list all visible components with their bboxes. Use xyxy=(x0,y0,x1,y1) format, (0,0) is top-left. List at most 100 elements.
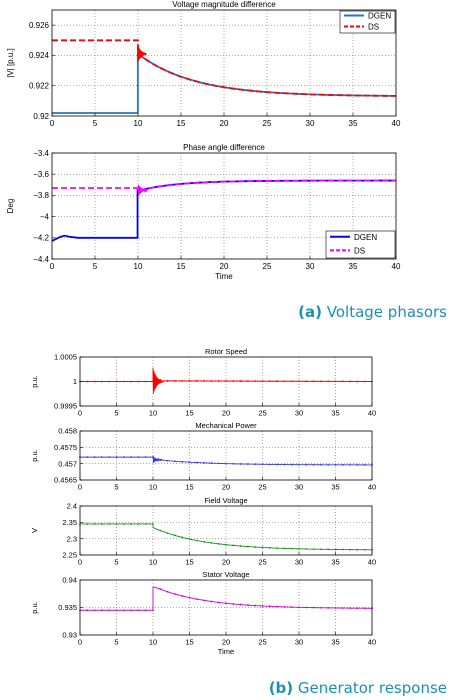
x-tick-label: 35 xyxy=(331,558,339,567)
series-marker xyxy=(101,380,103,383)
x-tick-label: 25 xyxy=(263,262,272,271)
x-tick-label: 30 xyxy=(306,119,315,128)
series-marker xyxy=(130,523,133,525)
series-marker xyxy=(217,462,220,465)
x-tick-label: 30 xyxy=(295,638,303,647)
series-marker xyxy=(115,456,118,459)
series-marker xyxy=(130,456,133,459)
series-marker xyxy=(210,380,213,382)
series-marker xyxy=(247,380,249,382)
series-marker xyxy=(312,606,315,609)
x-tick-label: 10 xyxy=(149,483,157,492)
series-marker xyxy=(93,380,96,383)
series-marker xyxy=(174,593,176,595)
series-marker xyxy=(210,542,213,544)
x-tick-label: 30 xyxy=(295,558,303,567)
series-marker xyxy=(137,456,140,459)
x-tick-label: 25 xyxy=(263,119,272,128)
series-marker xyxy=(254,380,257,383)
series-marker xyxy=(195,461,198,464)
x-tick-label: 20 xyxy=(222,558,230,567)
series-marker xyxy=(349,548,351,551)
series-marker xyxy=(341,548,344,551)
y-tick-label: 2.4 xyxy=(67,502,77,511)
series-marker xyxy=(254,604,257,607)
series-marker xyxy=(203,461,206,464)
y-tick-label: 1.0005 xyxy=(54,353,77,362)
series-marker xyxy=(225,380,227,382)
series-marker xyxy=(305,380,308,383)
series-marker xyxy=(195,380,198,382)
series-marker xyxy=(261,605,264,607)
series-marker xyxy=(247,545,249,548)
x-tick-label: 20 xyxy=(222,483,230,492)
chart-3: 0 5 10 15 20 25 30 35 40 0.9995 1 1.0005 Rotor Speed… xyxy=(30,347,376,418)
series-marker xyxy=(144,380,147,383)
y-tick-label: −4.4 xyxy=(33,255,49,264)
series-marker xyxy=(86,609,89,612)
series-marker xyxy=(93,456,96,459)
series-marker xyxy=(298,547,300,550)
series-line-ds xyxy=(52,39,397,97)
x-tick-label: 10 xyxy=(134,119,143,128)
series-marker xyxy=(181,379,184,382)
x-tick-label: 40 xyxy=(368,483,376,492)
series-marker xyxy=(268,605,271,608)
series-marker xyxy=(93,609,96,612)
series-marker xyxy=(247,463,249,465)
series-marker xyxy=(210,600,213,603)
series-marker xyxy=(108,609,111,612)
series-marker xyxy=(115,609,118,612)
series-marker xyxy=(261,546,264,549)
series-marker xyxy=(101,609,103,612)
series-marker xyxy=(159,588,162,591)
series-marker xyxy=(122,380,125,383)
x-tick-label: 40 xyxy=(392,119,401,128)
y-axis-label: V xyxy=(30,528,39,533)
series-marker xyxy=(188,596,191,599)
caption-a: (a) Voltage phasors xyxy=(298,303,447,321)
series-marker xyxy=(290,380,293,383)
series-marker xyxy=(320,463,322,466)
x-tick-label: 30 xyxy=(295,483,303,492)
series-marker xyxy=(341,463,344,466)
x-tick-label: 20 xyxy=(220,262,229,271)
series-marker xyxy=(363,607,366,610)
series-marker xyxy=(334,380,337,383)
series-marker xyxy=(144,456,147,459)
x-tick-label: 0 xyxy=(78,483,82,492)
series-marker xyxy=(181,460,184,463)
series-marker xyxy=(225,543,227,546)
series-marker xyxy=(152,456,154,459)
series-marker xyxy=(86,380,89,383)
series-marker xyxy=(305,463,308,466)
y-tick-label: 0.924 xyxy=(29,51,50,60)
x-tick-label: 15 xyxy=(185,558,193,567)
x-tick-label: 40 xyxy=(392,262,401,271)
x-tick-label: 35 xyxy=(349,119,358,128)
series-marker xyxy=(276,380,278,383)
series-line-signal xyxy=(80,367,373,394)
series-marker xyxy=(188,538,191,540)
x-tick-label: 40 xyxy=(368,558,376,567)
series-marker xyxy=(334,548,337,551)
series-marker xyxy=(327,606,330,609)
series-marker xyxy=(152,609,154,612)
series-marker xyxy=(217,380,220,382)
y-tick-label: 0.9995 xyxy=(54,402,77,411)
series-line-ds xyxy=(52,179,396,192)
series-marker xyxy=(276,605,278,608)
legend-label-ds: DS xyxy=(354,246,365,255)
x-tick-label: 15 xyxy=(185,409,193,418)
series-marker xyxy=(166,532,169,535)
chart-title: Phase angle difference xyxy=(183,143,265,152)
series-marker xyxy=(268,463,271,466)
series-marker xyxy=(283,605,286,608)
y-tick-label: 0.93 xyxy=(62,631,77,640)
y-tick-label: −3.6 xyxy=(33,170,49,179)
chart-1: 0 5 10 15 20 25 30 35 40 0.92 0.922 0.924 0.926 Volta… xyxy=(6,0,401,128)
series-marker xyxy=(268,380,271,383)
x-axis-label: Time xyxy=(218,647,234,656)
series-marker xyxy=(122,456,125,459)
